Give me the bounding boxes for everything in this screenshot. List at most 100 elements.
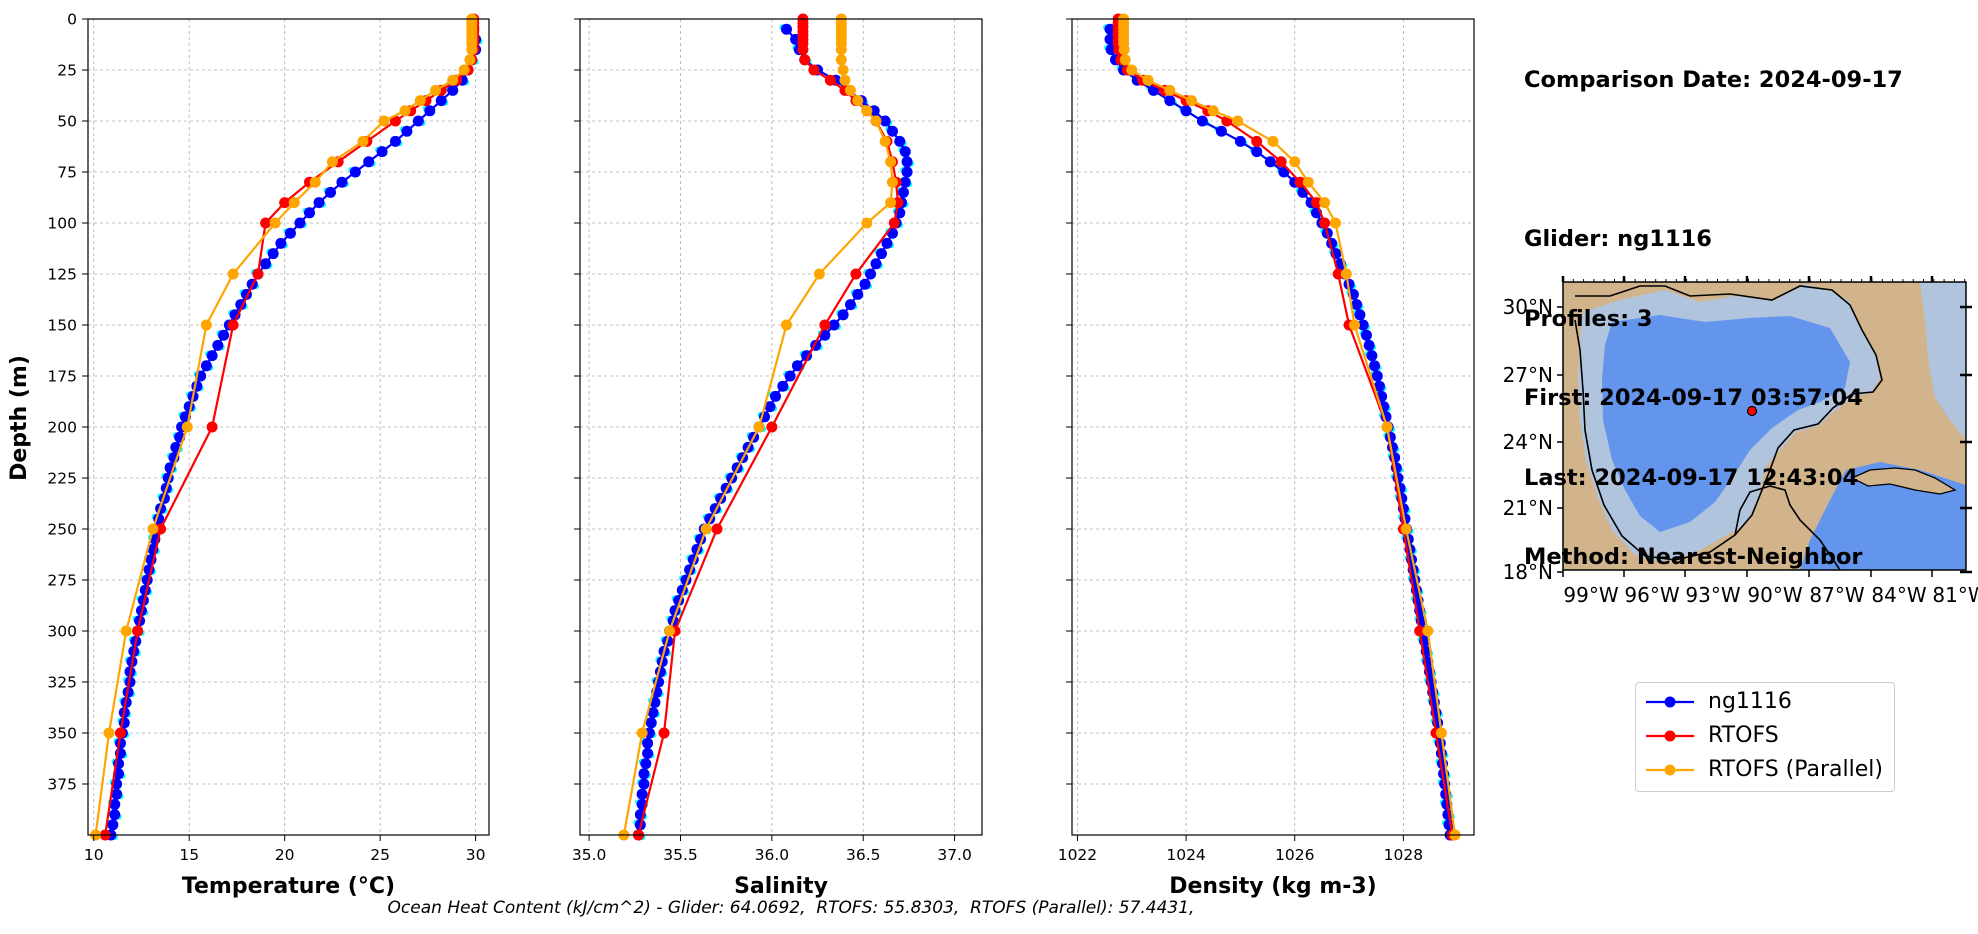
lat-tick-label: 21°N: [1503, 496, 1553, 520]
data-point: [206, 350, 218, 362]
x-tick-label: 35.5: [663, 846, 698, 864]
data-point: [227, 319, 239, 331]
y-tick-label: 175: [47, 368, 77, 386]
y-tick-label: 50: [57, 113, 77, 131]
y-tick-label: 100: [47, 215, 77, 233]
data-point: [1332, 268, 1344, 280]
data-point: [260, 258, 272, 270]
data-point: [294, 217, 306, 229]
data-point: [1251, 135, 1263, 147]
legend-item-rtofs: RTOFS: [1636, 721, 1894, 751]
profile-count: Profiles: 3: [1524, 305, 1653, 332]
data-point: [389, 135, 401, 147]
y-tick-label: 125: [47, 266, 77, 284]
data-point: [897, 186, 909, 198]
data-point: [852, 288, 864, 300]
data-point: [275, 237, 287, 249]
y-tick-label: 200: [47, 419, 77, 437]
data-point: [808, 64, 820, 76]
data-point: [376, 146, 388, 158]
data-point: [103, 727, 115, 739]
data-point: [881, 237, 893, 249]
x-tick-label: 1024: [1166, 846, 1205, 864]
data-point: [700, 523, 712, 535]
data-point: [1119, 54, 1131, 66]
data-point: [711, 523, 723, 535]
data-point: [1164, 84, 1176, 96]
series-line-0: [109, 28, 477, 836]
data-point: [191, 380, 203, 392]
data-point: [109, 809, 121, 821]
lon-tick-label: 90°W: [1747, 583, 1802, 607]
data-point: [1126, 64, 1138, 76]
data-point: [799, 54, 811, 66]
data-point: [861, 217, 873, 229]
data-point: [1232, 115, 1244, 127]
data-point: [819, 319, 831, 331]
data-point: [200, 360, 212, 372]
data-point: [901, 156, 913, 168]
data-point: [844, 299, 856, 311]
data-point: [879, 135, 891, 147]
y-axis-label: Depth (m): [7, 355, 32, 481]
data-point: [636, 727, 648, 739]
data-point: [1289, 156, 1301, 168]
data-point: [414, 95, 426, 107]
data-point: [1351, 299, 1363, 311]
map-frame: [1562, 281, 1967, 571]
data-point: [430, 84, 442, 96]
y-tick-label: 375: [47, 776, 77, 794]
data-point: [1267, 135, 1279, 147]
lon-tick-label: 93°W: [1685, 583, 1740, 607]
comparison-date: Comparison Date: 2024-09-17: [1524, 67, 1903, 93]
legend-item-ng1116: ng1116: [1636, 687, 1894, 717]
data-point: [859, 278, 871, 290]
data-point: [260, 217, 272, 229]
data-point: [658, 727, 670, 739]
data-point: [824, 74, 836, 86]
map-atlantic-water: [1920, 282, 1966, 440]
series-line-2: [94, 19, 473, 836]
location-map: 30°N 27°N 24°N 21°N 18°N 99°W 96°W 93°W 90°W 87°W…: [1503, 276, 1978, 607]
data-point: [447, 74, 459, 86]
x-tick-label: 30: [466, 846, 486, 864]
last-time: Last: 2024-09-17 12:43:04: [1524, 464, 1859, 491]
data-point: [852, 95, 864, 107]
temperature-panel: 10 15 20 25 30025507510012515017520022525027…: [47, 11, 490, 899]
data-point: [647, 707, 659, 719]
data-point: [636, 788, 648, 800]
info-panel: Comparison Date: 2024-09-17 Glider: ng11…: [1524, 14, 1903, 597]
data-point: [1340, 268, 1352, 280]
data-point: [1381, 421, 1393, 433]
data-point: [870, 258, 882, 270]
data-point: [1319, 197, 1331, 209]
lat-tick-label: 18°N: [1503, 560, 1553, 584]
data-point: [837, 309, 849, 321]
y-tick-label: 350: [47, 725, 77, 743]
data-point: [861, 105, 873, 117]
map-deep-water: [1602, 315, 1850, 532]
data-point: [791, 360, 803, 372]
data-point: [1329, 217, 1341, 229]
data-point: [844, 84, 856, 96]
data-point: [780, 319, 792, 331]
data-point: [1366, 350, 1378, 362]
data-point: [132, 625, 144, 637]
data-point: [288, 197, 300, 209]
data-point: [107, 819, 119, 831]
data-point: [284, 227, 296, 239]
data-point: [252, 268, 264, 280]
data-point: [828, 319, 840, 331]
legend-label: ng1116: [1708, 689, 1792, 714]
data-point: [780, 23, 792, 35]
glider-location-marker: [1746, 405, 1758, 417]
data-point: [218, 329, 230, 341]
data-point: [764, 401, 776, 413]
lon-tick-label: 99°W: [1563, 583, 1618, 607]
method: Method: Nearest-Neighbor: [1524, 544, 1863, 570]
data-point: [835, 44, 847, 56]
data-point: [1310, 197, 1322, 209]
lat-tick-label: 24°N: [1503, 430, 1553, 454]
data-point: [1251, 146, 1263, 158]
data-point: [1371, 370, 1383, 382]
